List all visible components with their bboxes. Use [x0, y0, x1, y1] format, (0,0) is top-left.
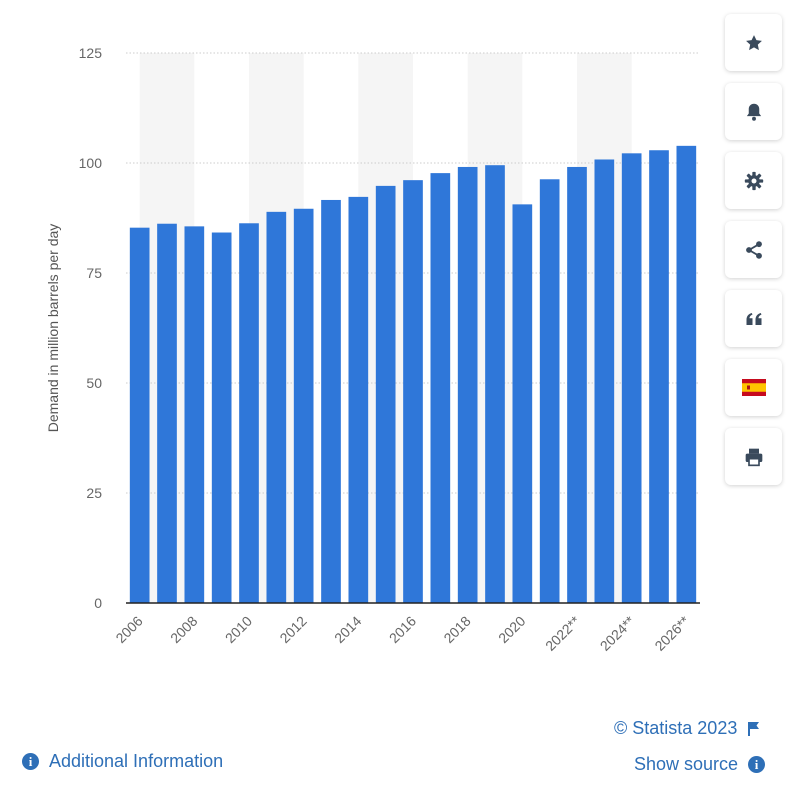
- y-tick-label: 50: [86, 375, 102, 391]
- bar-2019[interactable]: [485, 165, 505, 603]
- bar-2017[interactable]: [430, 173, 451, 603]
- bell-icon: [746, 103, 761, 121]
- bar-2010[interactable]: [239, 223, 259, 603]
- x-tick-label: 2010: [222, 613, 255, 646]
- print-button[interactable]: [725, 428, 782, 485]
- statista-copyright-link[interactable]: © Statista 2023: [614, 718, 761, 739]
- side-toolbar: [725, 14, 782, 497]
- bar-2009[interactable]: [211, 232, 232, 603]
- bar-2024**[interactable]: [621, 153, 642, 603]
- star-icon: [745, 34, 762, 50]
- y-tick-label: 25: [86, 485, 102, 501]
- favorite-button[interactable]: [725, 14, 782, 71]
- y-tick-labels: 0 25 50 75 100 125: [79, 45, 103, 611]
- bar-2006[interactable]: [129, 227, 150, 603]
- bar-2023**[interactable]: [594, 159, 615, 604]
- x-tick-label: 2012: [276, 613, 309, 646]
- bar-2025**[interactable]: [649, 150, 669, 604]
- notification-button[interactable]: [725, 83, 782, 140]
- info-icon: i: [748, 756, 766, 773]
- bar-2008[interactable]: [184, 226, 205, 604]
- x-tick-label: 2014: [331, 613, 364, 646]
- settings-button[interactable]: [725, 152, 782, 209]
- x-tick-label: 2006: [112, 613, 145, 646]
- x-tick-label: 2016: [386, 613, 419, 646]
- cite-button[interactable]: [725, 290, 782, 347]
- info-icon: i: [22, 753, 39, 770]
- x-tick-label: 2026**: [651, 612, 692, 653]
- y-tick-label: 0: [94, 595, 102, 611]
- share-button[interactable]: [725, 221, 782, 278]
- share-icon: [745, 240, 762, 259]
- bar-2011[interactable]: [266, 211, 287, 603]
- x-tick-label: 2020: [495, 613, 528, 646]
- bar-2014[interactable]: [348, 196, 369, 603]
- x-tick-label: 2022**: [542, 612, 583, 653]
- additional-information-label: Additional Information: [49, 751, 224, 771]
- show-source-label: Show source: [634, 754, 739, 774]
- y-tick-label: 125: [79, 45, 103, 61]
- y-axis-label: Demand in million barrels per day: [45, 224, 61, 433]
- bar-2007[interactable]: [157, 223, 177, 603]
- copyright-text: © Statista 2023: [614, 718, 738, 738]
- x-tick-label: 2018: [440, 613, 473, 646]
- bar-2013[interactable]: [321, 199, 341, 603]
- bar-2015[interactable]: [375, 185, 396, 603]
- flag-spain-icon: [741, 379, 766, 396]
- bar-2016[interactable]: [403, 180, 423, 603]
- y-tick-label: 100: [79, 155, 103, 171]
- additional-information-link[interactable]: i Additional Information: [22, 751, 223, 772]
- bar-2022**[interactable]: [567, 166, 587, 603]
- bar-2021[interactable]: [539, 179, 560, 603]
- print-icon: [745, 448, 762, 466]
- flag-icon: [748, 721, 760, 736]
- language-button[interactable]: [725, 359, 782, 416]
- gear-icon: [744, 171, 763, 190]
- quote-icon: [746, 312, 761, 325]
- x-tick-label: 2024**: [597, 612, 638, 653]
- bar-2020[interactable]: [512, 204, 533, 604]
- bar-2012[interactable]: [293, 208, 314, 603]
- bar-2018[interactable]: [457, 166, 478, 603]
- y-tick-label: 75: [86, 265, 102, 281]
- bars: [129, 145, 697, 604]
- bar-2026**[interactable]: [676, 145, 697, 603]
- show-source-link[interactable]: Show source i: [634, 754, 766, 775]
- x-tick-label: 2008: [167, 613, 200, 646]
- x-tick-labels: 2006 2008 2010 2012 2014 2016 2018 2020 2022** 20…: [112, 612, 692, 653]
